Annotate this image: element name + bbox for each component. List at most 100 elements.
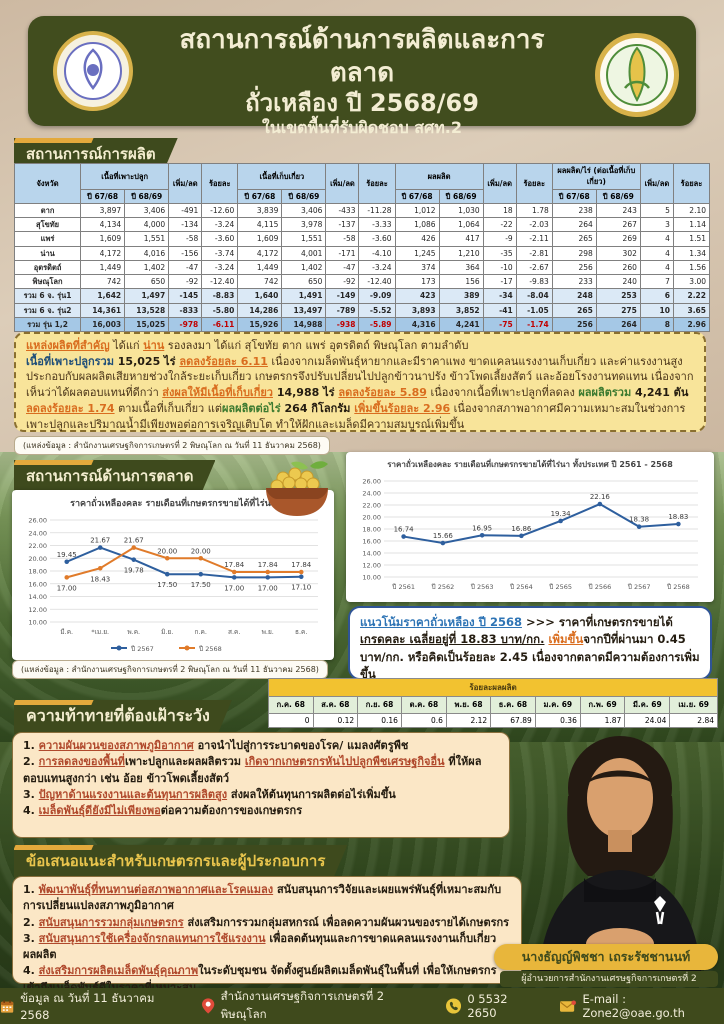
table-cell: 417 bbox=[438, 231, 484, 247]
table-cell: -8.04 bbox=[515, 288, 553, 304]
text-segment: สนับสนุนการวิจัยและเผยแพร่พันธุ์ที่เหมาะ… bbox=[23, 883, 502, 913]
table-cell: -3.24 bbox=[201, 216, 239, 233]
svg-text:ปี 2566: ปี 2566 bbox=[588, 583, 611, 591]
monthly-price-line-chart: 26.00 24.00 22.00 20.00 18.00 16.00 14.00 12.00… bbox=[28, 517, 318, 653]
mini-table-value: 0 bbox=[268, 713, 314, 728]
table-cell: 1,012 bbox=[394, 202, 440, 219]
col-header-year: ปี 67/68 bbox=[394, 188, 440, 204]
mini-table-value: 2.12 bbox=[445, 713, 492, 728]
table-cell: -34 bbox=[482, 288, 517, 304]
col-group-header: เนื้อที่เก็บเกี่ยว bbox=[237, 163, 327, 190]
table-cell: -1.74 bbox=[515, 316, 553, 333]
svg-text:ปี 2568: ปี 2568 bbox=[198, 645, 221, 653]
table-cell: 1,609 bbox=[80, 231, 126, 247]
table-cell: 1,551 bbox=[281, 231, 327, 247]
section-title: สถานการณ์การผลิต bbox=[26, 145, 156, 163]
text-segment: ได้แก่ bbox=[109, 339, 144, 352]
table-cell: -17 bbox=[482, 273, 517, 290]
table-cell: 1,086 bbox=[394, 216, 440, 233]
text-segment: ส่งผลให้ต้นทุนการผลิตต่อไร่เพิ่มขึ้น bbox=[227, 787, 396, 801]
text-segment: เนื่องจากเนื้อที่เพาะปลูกที่ลดลง bbox=[426, 386, 579, 400]
phone-icon bbox=[446, 998, 462, 1014]
svg-text:21.67: 21.67 bbox=[124, 537, 144, 545]
table-cell: 742 bbox=[80, 273, 126, 290]
table-cell: -12.40 bbox=[358, 273, 396, 290]
svg-text:พ.ย.: พ.ย. bbox=[262, 628, 274, 636]
text-segment: 4,241 ตัน bbox=[631, 386, 693, 400]
table-cell: 1,491 bbox=[281, 288, 327, 304]
table-cell: -9.83 bbox=[515, 273, 553, 290]
table-cell: 4,115 bbox=[237, 216, 283, 233]
svg-text:16.00: 16.00 bbox=[28, 580, 47, 588]
table-cell: -75 bbox=[482, 316, 517, 333]
mini-table-value: 67.89 bbox=[490, 713, 536, 728]
text-segment: ต่อความต้องการของเกษตรกร bbox=[160, 804, 303, 818]
chart-title: ราคาถั่วเหลืองคละ รายเดือนที่เกษตรกรขายไ… bbox=[70, 499, 276, 509]
table-cell: 3 bbox=[639, 216, 674, 233]
table-cell: 298 bbox=[551, 245, 597, 261]
text-segment: เมล็ดพันธุ์ดียังมีไม่เพียงพอ bbox=[38, 804, 161, 818]
table-cell: 3.65 bbox=[672, 302, 711, 318]
svg-text:17.00: 17.00 bbox=[224, 584, 244, 592]
table-cell: -3.24 bbox=[201, 259, 239, 276]
col-header-percent: ร้อยละ bbox=[672, 163, 711, 204]
svg-text:17.84: 17.84 bbox=[258, 561, 279, 569]
text-segment: ผลผลิตต่อไร่ bbox=[221, 401, 281, 415]
table-cell: 6 bbox=[639, 288, 674, 304]
table-cell: 240 bbox=[595, 273, 641, 290]
row-province: ตาก bbox=[13, 202, 82, 219]
row-province: รวม 6 จ. รุ่น2 bbox=[13, 302, 82, 318]
svg-text:มิ.ย.: มิ.ย. bbox=[161, 628, 173, 636]
table-cell: 4,316 bbox=[394, 316, 440, 333]
mini-table-value: 1.87 bbox=[579, 713, 626, 728]
table-cell: 243 bbox=[595, 202, 641, 219]
table-cell: -35 bbox=[482, 245, 517, 261]
production-table: จังหวัด เนื้อที่เพาะปลูก เพิ่ม/ลด ร้อยละ เนื… bbox=[13, 163, 711, 333]
table-cell: -9 bbox=[482, 231, 517, 247]
row-province: พิษณุโลก bbox=[13, 273, 82, 290]
table-cell: 3,893 bbox=[394, 302, 440, 318]
svg-text:18.00: 18.00 bbox=[362, 526, 381, 534]
svg-text:18.00: 18.00 bbox=[28, 568, 47, 576]
production-summary-note: แหล่งผลิตที่สำคัญ ได้แก่ น่าน รองลงมา ได… bbox=[14, 332, 706, 432]
section-title: ข้อเสนอแนะสำหรับเกษตรกรและผู้ประกอบการ bbox=[26, 852, 326, 870]
table-cell: 1,449 bbox=[237, 259, 283, 276]
svg-text:ปี 2567: ปี 2567 bbox=[627, 583, 650, 591]
table-cell: -2.67 bbox=[515, 259, 553, 276]
svg-text:14.00: 14.00 bbox=[28, 593, 47, 601]
footer-bar: ข้อมูล ณ วันที่ 11 ธันวาคม 2568 สำนักงาน… bbox=[0, 988, 724, 1024]
table-cell: 4 bbox=[639, 231, 674, 247]
table-cell: 4,000 bbox=[124, 216, 170, 233]
table-cell: 423 bbox=[394, 288, 440, 304]
section-banner-recommendations: ข้อเสนอแนะสำหรับเกษตรกรและผู้ประกอบการ bbox=[14, 845, 347, 878]
text-segment: แนวโน้มราคาถั่วเหลือง ปี 2568 bbox=[360, 615, 522, 629]
col-header-percent: ร้อยละ bbox=[358, 163, 396, 204]
envelope-icon bbox=[560, 999, 577, 1012]
header: สถานการณ์ด้านการผลิตและการตลาด ถั่วเหลือ… bbox=[28, 16, 696, 137]
row-province: น่าน bbox=[13, 245, 82, 261]
svg-text:ปี 2564: ปี 2564 bbox=[509, 583, 532, 591]
table-cell: -134 bbox=[168, 216, 203, 233]
table-cell: 3,897 bbox=[80, 202, 126, 219]
mini-table-month: ก.พ. 69 bbox=[579, 696, 626, 714]
col-header-change: เพิ่ม/ลด bbox=[639, 163, 674, 204]
table-cell: 233 bbox=[551, 273, 597, 290]
table-cell: 248 bbox=[551, 288, 597, 304]
table-cell: 267 bbox=[595, 216, 641, 233]
table-cell: 364 bbox=[438, 259, 484, 276]
ministry-logo-icon bbox=[595, 33, 679, 117]
table-cell: -2.03 bbox=[515, 216, 553, 233]
svg-text:17.84: 17.84 bbox=[224, 561, 245, 569]
svg-text:22.00: 22.00 bbox=[362, 502, 381, 510]
svg-text:ธ.ค.: ธ.ค. bbox=[295, 628, 307, 636]
table-cell: 7 bbox=[639, 273, 674, 290]
table-cell: 1.51 bbox=[672, 231, 711, 247]
table-cell: -92 bbox=[325, 273, 360, 290]
table-cell: -789 bbox=[325, 302, 360, 318]
col-header-percent: ร้อยละ bbox=[201, 163, 239, 204]
svg-text:17.50: 17.50 bbox=[157, 581, 177, 589]
soybean-bowl-icon bbox=[266, 461, 328, 516]
footer-date-text: ข้อมูล ณ วันที่ 11 ธันวาคม 2568 bbox=[20, 991, 155, 1022]
table-cell: 8 bbox=[639, 316, 674, 333]
table-row: น่าน 4,172 4,016 -156 -3.74 4,172 4,001 -171 -4.… bbox=[13, 245, 711, 261]
